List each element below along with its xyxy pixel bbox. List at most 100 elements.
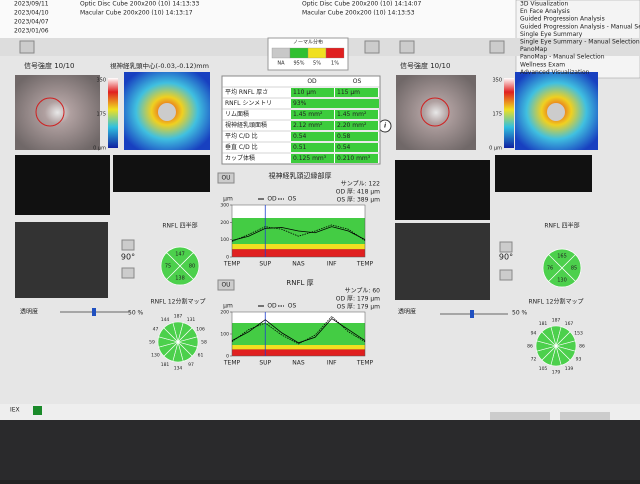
ou-button[interactable]: [217, 172, 235, 184]
table-value: 0.54: [337, 144, 351, 151]
clock-value: 93: [576, 357, 582, 363]
clock-value: 58: [201, 340, 207, 346]
signal-strength: 信号強度 10/10: [24, 61, 74, 70]
chart-title: 視神経乳頭辺縁部厚: [269, 171, 332, 180]
button[interactable]: [399, 40, 415, 54]
x-tick-label: NAS: [292, 261, 305, 268]
table-cell: [291, 154, 334, 163]
menu-item[interactable]: Single Eye Summary - Manual Selection: [520, 39, 640, 46]
quadrant-value: 138: [175, 276, 185, 282]
table-cell: [291, 88, 334, 97]
button[interactable]: [19, 40, 35, 54]
clock-value: 139: [565, 366, 574, 372]
y-tick-label: 0: [226, 255, 229, 261]
series-line: [231, 226, 366, 241]
table-label: カップ体積: [225, 154, 255, 162]
table-cell: [335, 154, 378, 163]
transparency-value: 50 %: [512, 310, 528, 317]
menu-item[interactable]: PanoMap - Manual Selection: [520, 54, 605, 61]
table-label: 垂直 C/D 比: [225, 143, 258, 151]
table-value: 2.12 mm²: [293, 122, 323, 129]
button[interactable]: [489, 40, 505, 54]
table-header: OD: [307, 78, 317, 85]
chart-stat: サンプル: 60: [345, 288, 381, 295]
table-cell: [335, 143, 378, 152]
clock-sector: [163, 322, 179, 344]
x-tick-label: SUP: [259, 360, 271, 367]
date-item: 2023/04/07: [14, 19, 49, 26]
clock-value: 131: [187, 317, 196, 323]
bottom-button[interactable]: [560, 412, 610, 420]
menu-item[interactable]: Wellness Exam: [520, 61, 565, 68]
table-cell: [335, 132, 378, 141]
quadrant-sector: [166, 246, 194, 267]
menu-item[interactable]: Guided Progression Analysis - Manual Sel…: [520, 23, 640, 30]
table-value: 0.58: [337, 133, 351, 140]
band-yellow: [232, 345, 365, 350]
x-tick-label: INF: [327, 261, 337, 268]
clock-value: 47: [153, 327, 159, 333]
table-cell: [335, 110, 378, 119]
transparency-label: 透明度: [398, 308, 416, 316]
table-label: RNFL シンメトリ: [225, 100, 272, 107]
y-tick-label: 200: [220, 220, 229, 226]
band-red: [232, 249, 365, 257]
menu-item[interactable]: Advanced Visualization: [520, 69, 590, 76]
bezel: [0, 420, 640, 480]
table-value: 93%: [293, 100, 307, 107]
x-tick-label: TEMP: [223, 360, 241, 367]
table-value: 1.45 mm²: [337, 111, 367, 118]
clock-value: 94: [531, 331, 537, 337]
clock-value: 86: [579, 344, 585, 350]
list-item: Macular Cube 200x200 (10) 14:13:17: [80, 10, 193, 17]
arrow-button[interactable]: [499, 241, 513, 253]
legend-swatch: [271, 47, 291, 59]
arrow-button[interactable]: [121, 239, 135, 251]
plot-frame: [231, 204, 366, 258]
scale-label: 350: [492, 78, 502, 84]
scale-label: 175: [492, 112, 502, 118]
menu-item[interactable]: En Face Analysis: [520, 8, 570, 15]
legend-label: 5%: [313, 61, 321, 67]
table-value: 0.210 mm³: [337, 155, 371, 162]
legend-entry: OS: [288, 303, 297, 310]
band-yellow: [232, 244, 365, 250]
bottom-button[interactable]: [490, 412, 550, 420]
table-value: 110 µm: [293, 89, 316, 96]
clock-value: 181: [161, 362, 170, 368]
arrow-button[interactable]: [121, 267, 135, 279]
menu-item[interactable]: PanoMap: [520, 46, 547, 53]
slider-thumb[interactable]: [92, 308, 96, 316]
slider-thumb[interactable]: [470, 310, 474, 318]
date-item: 2023/01/06: [14, 28, 49, 35]
scale-label: 175: [96, 112, 106, 118]
arrow-button[interactable]: [499, 269, 513, 281]
disc: [158, 103, 176, 121]
series-line: [231, 224, 366, 242]
table-cell: [291, 110, 334, 119]
menu-item[interactable]: 3D Visualization: [520, 1, 568, 8]
scale-label: 350: [96, 78, 106, 84]
clock-value: 187: [174, 314, 183, 320]
y-tick-label: 300: [220, 203, 229, 209]
y-tick-label: 200: [220, 310, 229, 316]
menu-item[interactable]: Guided Progression Analysis: [520, 16, 605, 23]
x-tick-label: INF: [327, 360, 337, 367]
bscan: [395, 160, 490, 220]
ou-button[interactable]: [217, 279, 235, 291]
button[interactable]: [364, 40, 380, 54]
legend-entry: OD: [267, 303, 277, 310]
degree: 90°: [121, 253, 135, 262]
signal-strength: 信号強度 10/10: [400, 61, 450, 70]
menu-item[interactable]: Single Eye Summary: [520, 31, 583, 38]
clock-value: 167: [565, 321, 574, 327]
legend-label: NA: [277, 61, 285, 67]
table-label: 平均 C/D 比: [225, 132, 258, 140]
quadrant-sector: [166, 265, 194, 286]
table-value: 2.20 mm²: [337, 122, 367, 129]
disc-circle: [35, 97, 65, 127]
quadrant-title: RNFL 四半部: [544, 222, 579, 230]
disc: [547, 103, 565, 121]
legend-swatch: [289, 47, 309, 59]
